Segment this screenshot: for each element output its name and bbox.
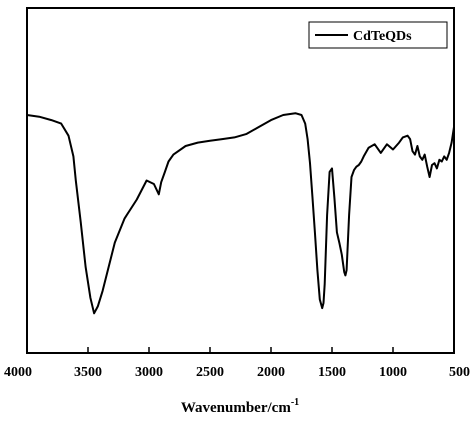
legend: CdTeQDs xyxy=(308,21,448,49)
series-line-cdteqds xyxy=(26,112,455,315)
x-tick-label: 2500 xyxy=(196,365,224,380)
x-tick-label: 2000 xyxy=(257,365,285,380)
x-axis-title-superscript: -1 xyxy=(291,397,299,408)
x-axis-title: Wavenumber/cm-1 xyxy=(181,397,299,416)
x-tick-label: 4000 xyxy=(4,365,32,380)
legend-label: CdTeQDs xyxy=(353,29,412,44)
x-axis-tick-labels: 4000 3500 3000 2500 2000 1500 1000 500 xyxy=(4,365,470,380)
x-tick-label: 1500 xyxy=(318,365,346,380)
x-tick-label: 500 xyxy=(449,365,470,380)
x-tick-label: 3000 xyxy=(135,365,163,380)
x-tick-label: 3500 xyxy=(74,365,102,380)
x-axis-ticks xyxy=(26,347,455,353)
x-tick-label: 1000 xyxy=(379,365,407,380)
plot-frame xyxy=(26,7,455,354)
